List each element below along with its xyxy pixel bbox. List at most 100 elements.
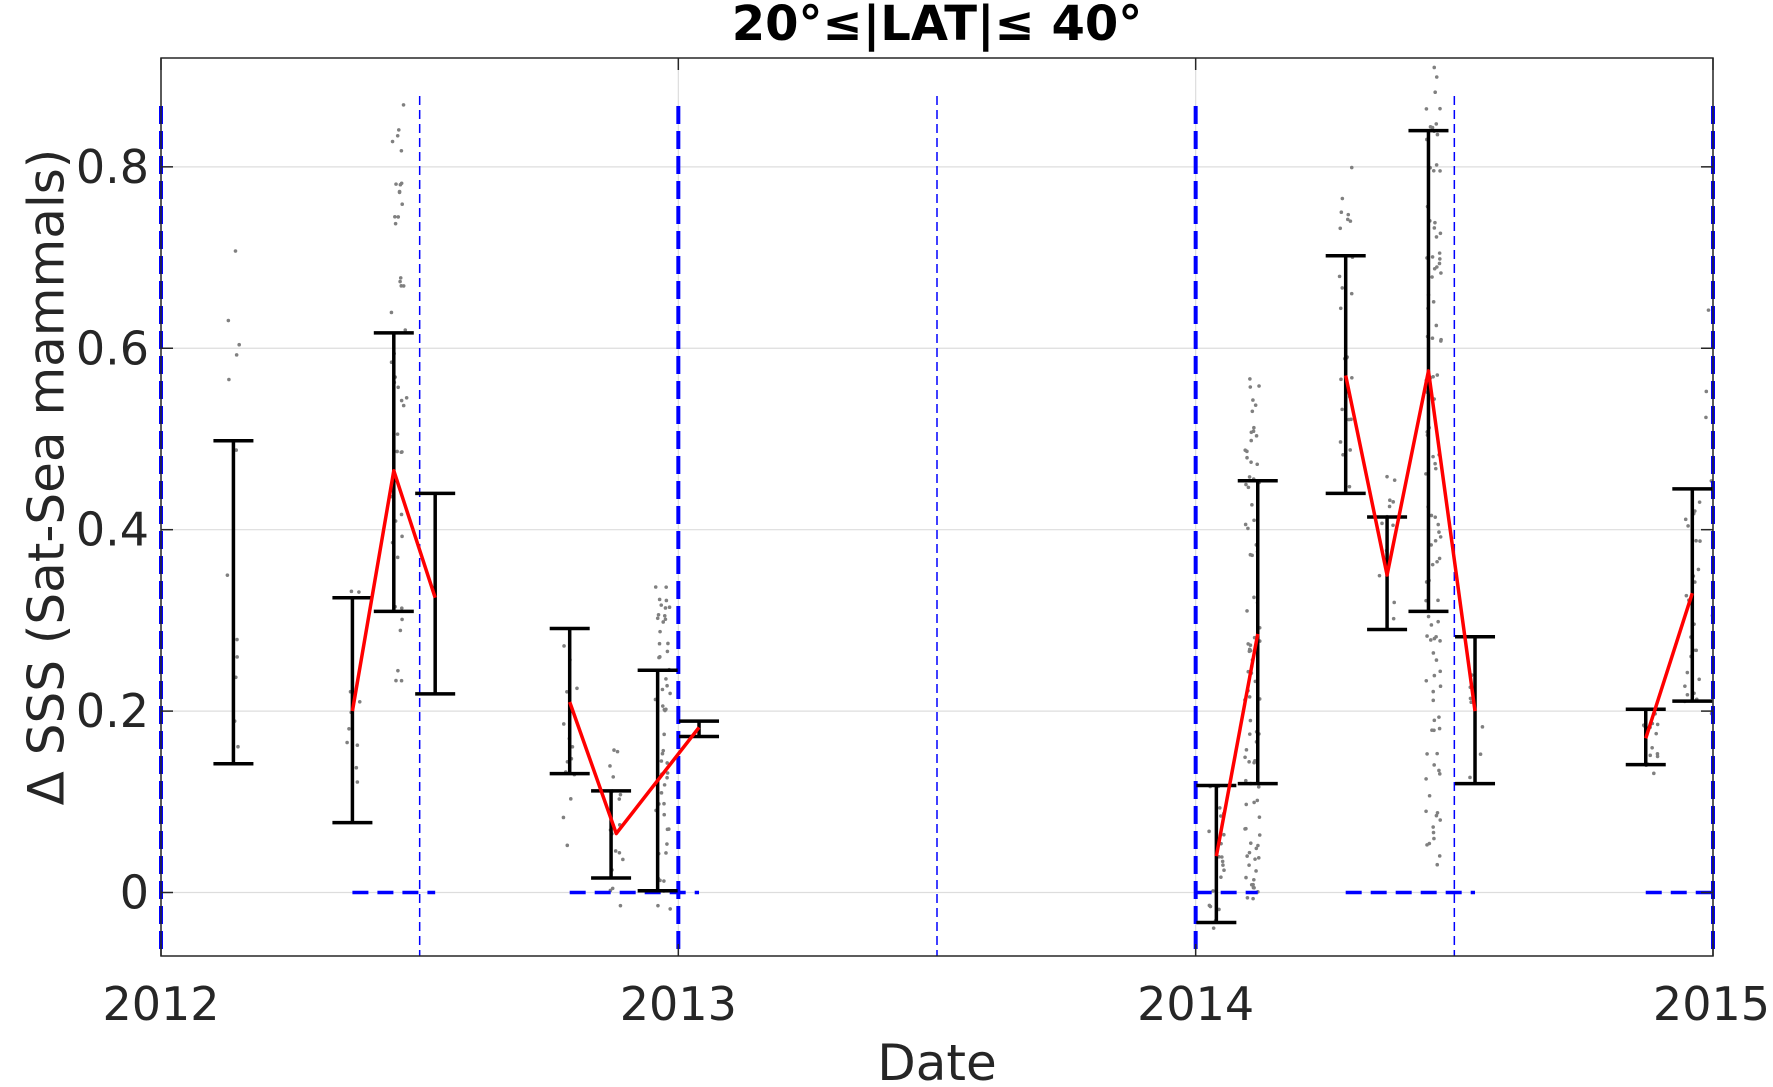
scatter-point (1431, 300, 1436, 304)
scatter-point (357, 590, 361, 594)
scatter-point (1468, 775, 1472, 780)
scatter-point (1437, 768, 1441, 773)
scatter-point (1349, 291, 1354, 296)
scatter-point (1436, 522, 1441, 527)
scatter-point (1245, 609, 1249, 613)
scatter-point (1435, 132, 1440, 137)
scatter-point (1431, 168, 1436, 173)
scatter-point (1247, 732, 1252, 736)
scatter-point (657, 655, 661, 660)
scatter-point (390, 139, 395, 144)
scatter-point (1429, 543, 1433, 547)
tick-labels: 0 0.2 0.4 0.6 0.8 2012 2013 2014 2015 (76, 140, 1770, 1031)
scatter-point (1250, 503, 1254, 507)
scatter-point (1391, 616, 1396, 621)
scatter-point (399, 149, 404, 153)
scatter-point (561, 815, 566, 820)
scatter-point (1652, 771, 1656, 776)
scatter-point (1257, 384, 1261, 388)
scatter-point (1437, 261, 1442, 266)
scatter-point (396, 215, 401, 219)
scatter-point (667, 605, 672, 610)
scatter-point (1433, 220, 1437, 225)
scatter-point (400, 202, 405, 207)
scatter-point (1698, 539, 1702, 543)
scatter-point (1257, 833, 1262, 837)
scatter-point (657, 597, 662, 602)
scatter-point (1431, 374, 1435, 379)
scatter-point (665, 775, 669, 780)
scatter-point (1438, 535, 1443, 539)
scatter-point (1249, 882, 1254, 887)
scatter-point (1426, 614, 1431, 619)
scatter-point (345, 740, 349, 745)
scatter-point (1438, 169, 1442, 173)
scatter-point (653, 585, 658, 589)
scatter-point (1438, 257, 1442, 261)
scatter-point (665, 842, 669, 846)
scatter-point (1427, 793, 1432, 798)
scatter-point (656, 903, 660, 908)
scatter-point (1431, 825, 1435, 829)
scatter-point (1697, 677, 1701, 682)
scatter-point (1655, 722, 1660, 727)
scatter-point (1432, 836, 1436, 841)
scatter-point (1468, 696, 1473, 701)
scatter-point (662, 812, 667, 817)
scatter-point (1256, 856, 1261, 860)
scatter-point (1650, 745, 1654, 750)
scatter-point (1685, 670, 1690, 675)
scatter-point (656, 612, 661, 617)
scatter-point (1347, 417, 1351, 422)
scatter-point (1388, 498, 1392, 503)
scatter-point (1252, 595, 1256, 600)
scatter-point (398, 628, 403, 633)
scatter-point (666, 641, 670, 646)
scatter-point (657, 641, 662, 646)
scatter-point (1222, 832, 1226, 837)
scatter-point (613, 849, 618, 853)
mean-lines (350, 369, 1694, 857)
scatter-point (395, 449, 399, 454)
scatter-point (1706, 308, 1711, 312)
scatter-point (1434, 658, 1439, 662)
scatter-point (661, 620, 666, 624)
scatter-point (1254, 434, 1259, 438)
scatter-point (565, 689, 569, 694)
scatter-point (1392, 478, 1397, 482)
scatter-point (398, 279, 402, 284)
scatter-point (1243, 778, 1248, 783)
scatter-point (1432, 65, 1437, 70)
scatter-point (1435, 862, 1440, 867)
scatter-point (1247, 863, 1251, 867)
scatter-point (663, 617, 668, 622)
scatter-point (1704, 389, 1709, 394)
scatter-point (1686, 524, 1690, 528)
scatter-point (1346, 212, 1351, 217)
scatter-point (608, 764, 612, 768)
scatter-point (1244, 875, 1248, 880)
scatter-point (1244, 482, 1248, 487)
scatter-point (1437, 772, 1442, 776)
scatter-point (395, 555, 400, 560)
scatter-point (1211, 926, 1216, 930)
scatter-point (1251, 885, 1256, 890)
scatter-point (1424, 777, 1428, 781)
scatter-point (1438, 684, 1443, 689)
scatter-point (394, 182, 398, 186)
scatter-point (396, 668, 400, 673)
scatter-point (404, 395, 409, 400)
scatter-point (662, 732, 666, 737)
scatter-point (665, 649, 670, 654)
scatter-point (1437, 726, 1442, 731)
scatter-point (1432, 636, 1437, 641)
scatter-point (393, 221, 398, 226)
scatter-point (1247, 475, 1252, 479)
scatter-point (235, 655, 239, 659)
scatter-point (1428, 125, 1433, 129)
chart-title: 20°≤|LAT|≤ 40° (732, 0, 1143, 52)
scatter-point (1245, 455, 1249, 460)
scatter-point (1434, 235, 1439, 239)
